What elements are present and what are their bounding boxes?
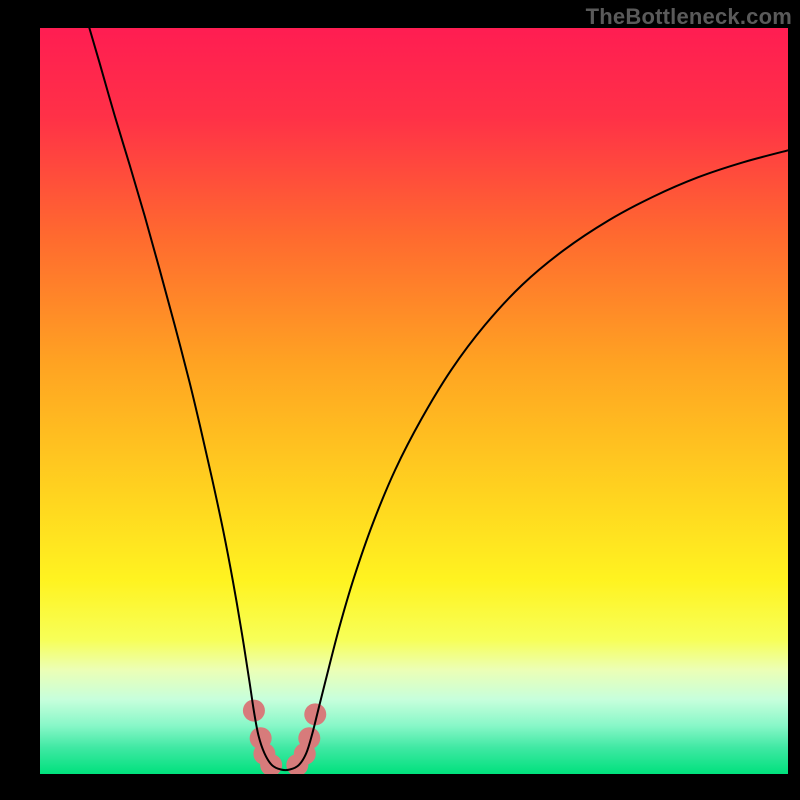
chart-canvas: TheBottleneck.com <box>0 0 800 800</box>
bottleneck-curve-chart <box>0 0 800 800</box>
watermark-text: TheBottleneck.com <box>586 4 792 30</box>
